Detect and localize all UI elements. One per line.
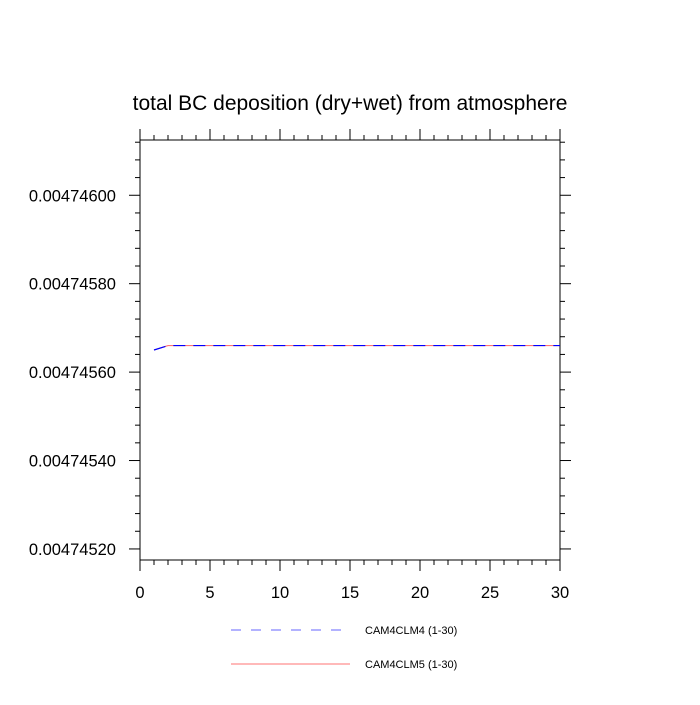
y-tick-label: 0.00474560 bbox=[29, 364, 116, 382]
plot-frame bbox=[139, 139, 561, 561]
axis-ticks bbox=[129, 129, 571, 571]
y-tick-label: 0.00474520 bbox=[29, 541, 116, 559]
series-line-cam4clm4-1-30- bbox=[153, 344, 560, 351]
y-tick-label: 0.00474580 bbox=[29, 276, 116, 294]
x-tick-label: 0 bbox=[135, 584, 144, 602]
tick-labels: 0 5 10 15 20 25 30 0.00474520 0.00474540 0.004745… bbox=[29, 187, 569, 602]
legend: CAM4CLM4 (1-30) CAM4CLM5 (1-30) bbox=[231, 625, 457, 671]
series-line-cam4clm5-1-30- bbox=[153, 345, 560, 351]
legend-label: CAM4CLM4 (1-30) bbox=[365, 625, 457, 637]
x-tick-label: 10 bbox=[271, 584, 289, 602]
legend-label: CAM4CLM5 (1-30) bbox=[365, 659, 457, 671]
chart-title: total BC deposition (dry+wet) from atmos… bbox=[133, 92, 568, 115]
series-lines bbox=[153, 344, 560, 351]
y-tick-label: 0.00474540 bbox=[29, 453, 116, 471]
x-tick-label: 30 bbox=[551, 584, 569, 602]
y-tick-label: 0.00474600 bbox=[29, 187, 116, 205]
plot-frame-rect bbox=[139, 139, 561, 561]
x-tick-label: 15 bbox=[341, 584, 359, 602]
x-tick-label: 25 bbox=[481, 584, 499, 602]
x-tick-label: 20 bbox=[411, 584, 429, 602]
x-tick-label: 5 bbox=[205, 584, 214, 602]
